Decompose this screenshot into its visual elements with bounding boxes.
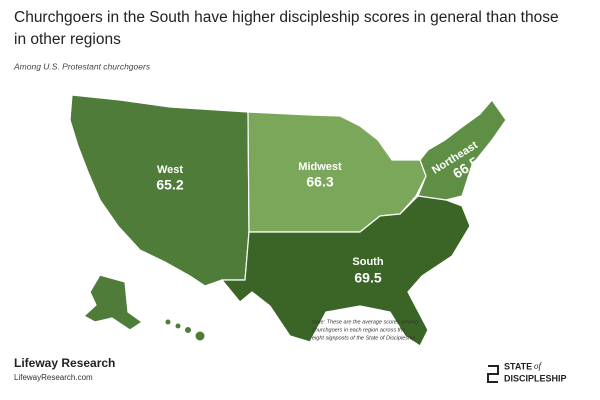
note: Note: These are the average scores among (312, 319, 419, 325)
title: Churchgoers in the South have higher dis… (14, 9, 559, 26)
logo-text: of (534, 361, 543, 371)
region-west-alaska (82, 274, 144, 331)
region-score: 66.3 (306, 174, 333, 190)
region-score: 65.2 (156, 177, 183, 193)
region-name: West (157, 164, 183, 176)
region-west-hawaii (165, 319, 205, 341)
region-name: Midwest (298, 161, 342, 173)
region-name: South (352, 256, 383, 268)
region-south (220, 195, 471, 347)
brand: Lifeway Research (14, 356, 115, 370)
logo-text: DISCIPLESHIP (504, 373, 567, 383)
logo-text: STATE (504, 361, 532, 371)
brand-url: LifewayResearch.com (14, 373, 93, 382)
region-score: 69.5 (354, 270, 381, 286)
note: eight signposts of the State of Disciple… (312, 335, 417, 341)
subtitle: Among U.S. Protestant churchgoers (13, 61, 151, 71)
region-west (69, 94, 250, 287)
title: in other regions (14, 31, 121, 48)
logo: STATE of DISCIPLESHIP (487, 361, 567, 383)
note: churchgoers in each region across the (312, 327, 405, 333)
